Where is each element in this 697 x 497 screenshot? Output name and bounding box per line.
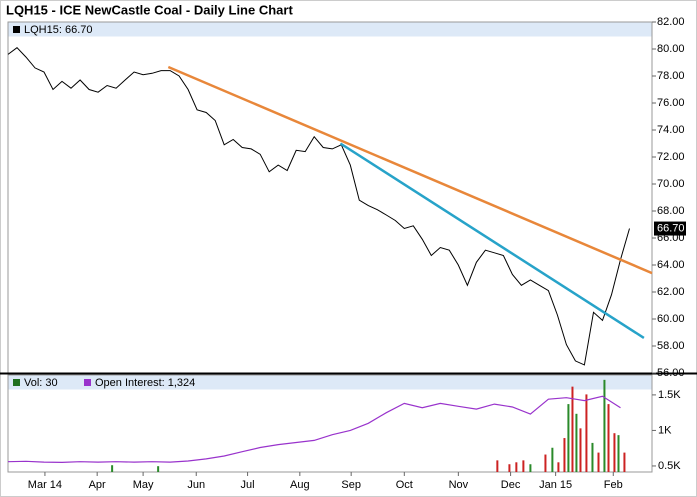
volume-bar [544, 454, 547, 472]
y-tick-label: 60.00 [657, 313, 685, 325]
volume-bar [603, 379, 606, 472]
y-tick-label: 70.00 [657, 178, 685, 190]
x-tick-label: Jun [187, 479, 205, 491]
volume-bar [563, 438, 566, 472]
price-panel [7, 21, 653, 374]
x-tick-label: Apr [89, 479, 106, 491]
y-tick-label: 68.00 [657, 205, 685, 217]
y2-tick-label: 0.5K [658, 460, 681, 472]
last-price-label: 66.70 [657, 222, 685, 234]
volume-bar [557, 462, 560, 472]
volume-bar [571, 386, 574, 472]
volume-bar [617, 435, 620, 472]
volume-bar [579, 428, 582, 472]
y-tick-label: 62.00 [657, 286, 685, 298]
volume-bar [623, 452, 626, 472]
legend-swatch [13, 26, 20, 33]
volume-bar [597, 452, 600, 472]
x-tick-label: Aug [290, 479, 310, 491]
volume-bar [508, 464, 511, 472]
volume-bar [585, 394, 588, 472]
y-tick-label: 82.00 [657, 16, 685, 28]
chart-title: LQH15 - ICE NewCastle Coal - Daily Line … [6, 2, 293, 17]
x-tick-label: Dec [501, 479, 521, 491]
volume-bar [613, 433, 616, 472]
volume-bar [567, 404, 570, 472]
x-tick-label: Feb [604, 479, 623, 491]
y-tick-label: 72.00 [657, 151, 685, 163]
open-interest-line [7, 395, 621, 464]
volume-bar [575, 413, 578, 472]
vol-label: Vol: 30 [24, 377, 58, 389]
trend-line [167, 65, 653, 275]
x-tick-label: Sep [341, 479, 361, 491]
x-tick-label: Mar 14 [28, 479, 62, 491]
y2-tick-label: 1K [658, 424, 672, 436]
volume-bar [496, 460, 499, 472]
y2-tick-label: 1.5K [658, 389, 681, 401]
volume-bar [591, 442, 594, 472]
last-price-box [654, 221, 686, 236]
x-tick-label: Oct [396, 479, 413, 491]
volume-legend-band [8, 375, 652, 390]
x-tick-label: Nov [449, 479, 469, 491]
oi-label: Open Interest: 1,324 [95, 377, 195, 389]
volume-bar [607, 404, 610, 472]
y-tick-label: 76.00 [657, 97, 685, 109]
y-tick-label: 64.00 [657, 259, 685, 271]
oi-swatch [84, 379, 91, 386]
y-tick-label: 58.00 [657, 340, 685, 352]
y-tick-label: 56.00 [657, 367, 685, 379]
y-tick-label: 74.00 [657, 124, 685, 136]
price-line [7, 47, 630, 366]
volume-bar [157, 466, 160, 472]
legend-band [8, 22, 652, 37]
y-tick-label: 78.00 [657, 70, 685, 82]
y-tick-label: 80.00 [657, 43, 685, 55]
volume-panel [7, 374, 653, 473]
volume-bar [522, 460, 525, 472]
x-tick-label: Jan 15 [539, 479, 572, 491]
volume-bar [529, 464, 532, 472]
legend-label: LQH15: 66.70 [24, 24, 93, 36]
volume-bar [551, 447, 554, 472]
x-tick-label: Jul [241, 479, 255, 491]
trend-line [339, 142, 645, 339]
volume-bar [515, 462, 518, 472]
vol-swatch [13, 379, 20, 386]
volume-bar [111, 465, 114, 472]
x-tick-label: May [133, 479, 154, 491]
